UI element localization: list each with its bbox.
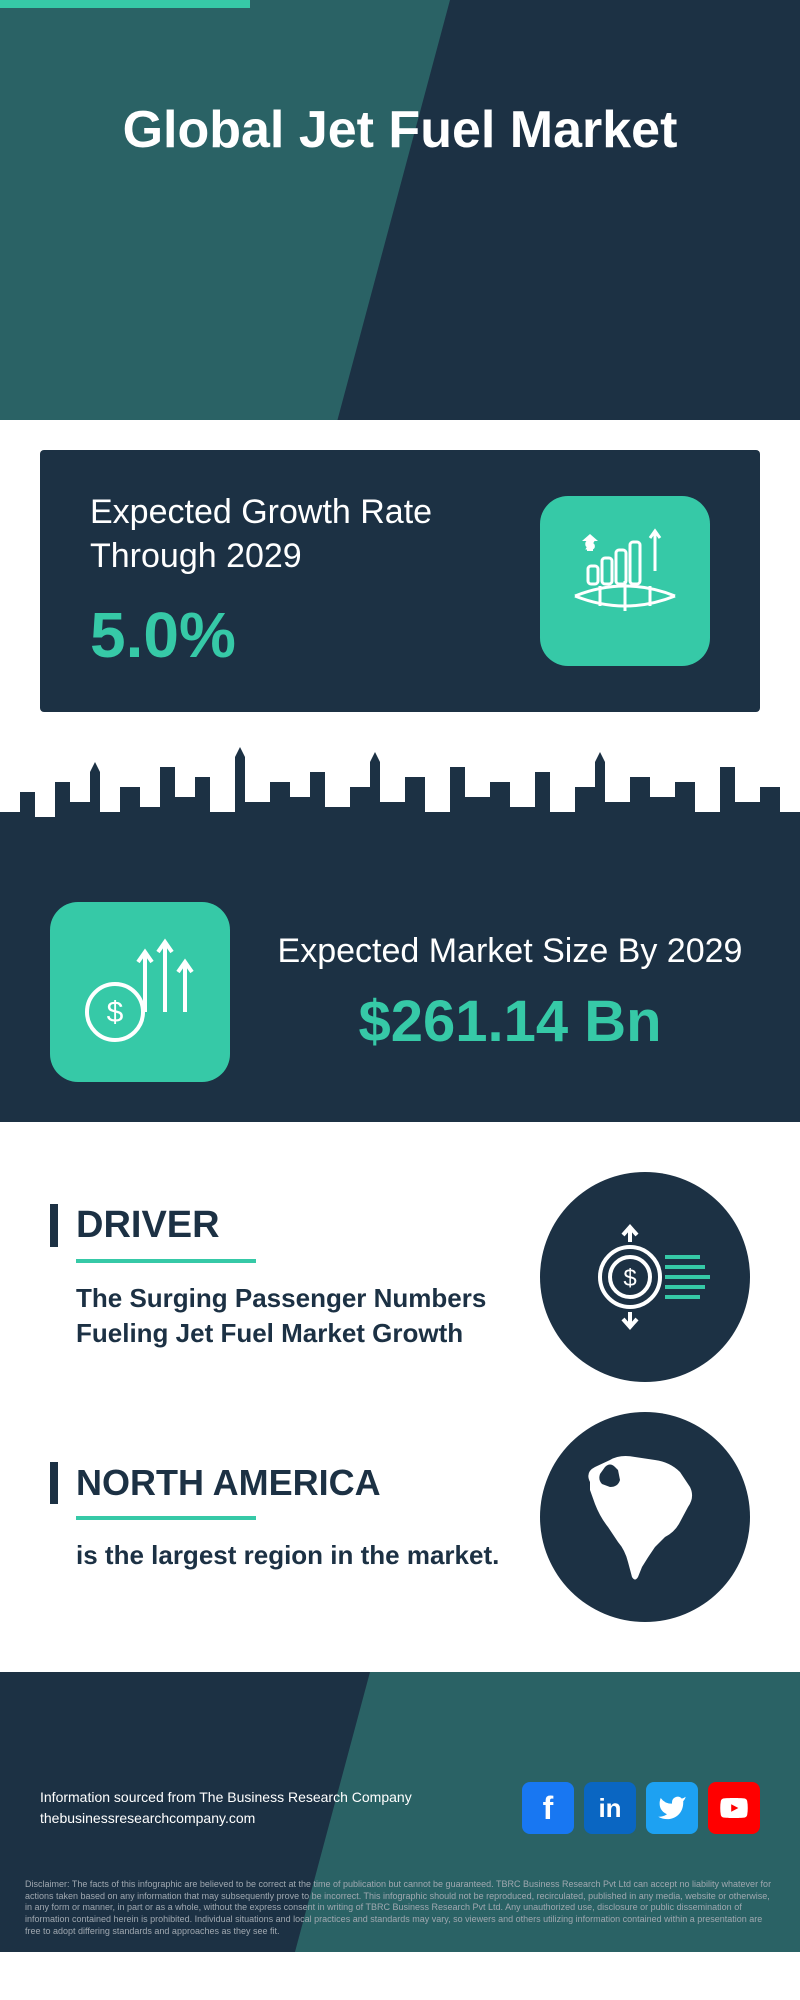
infographic-container: Global Jet Fuel Market Expected Growth R… [0,0,800,1952]
dollar-growth-icon: $ [50,902,230,1082]
region-title: NORTH AMERICA [50,1462,500,1504]
region-divider [76,1516,256,1520]
growth-label: Expected Growth Rate Through 2029 [90,490,540,578]
facebook-icon[interactable]: f [522,1782,574,1834]
footer-attribution: Information sourced from The Business Re… [40,1787,412,1829]
driver-text-block: DRIVER The Surging Passenger Numbers Fue… [50,1204,500,1351]
growth-text-block: Expected Growth Rate Through 2029 5.0% [90,490,540,672]
social-icons: f in [522,1782,760,1834]
header: Global Jet Fuel Market [0,0,800,420]
disclaimer-text: Disclaimer: The facts of this infographi… [25,1879,775,1937]
footer: Information sourced from The Business Re… [0,1672,800,1952]
footer-content: Information sourced from The Business Re… [40,1782,760,1834]
footer-line1: Information sourced from The Business Re… [40,1787,412,1808]
driver-section: DRIVER The Surging Passenger Numbers Fue… [50,1172,750,1382]
driver-title: DRIVER [50,1204,500,1247]
region-section: NORTH AMERICA is the largest region in t… [50,1412,750,1622]
growth-rate-card: Expected Growth Rate Through 2029 5.0% [40,450,760,712]
linkedin-icon[interactable]: in [584,1782,636,1834]
region-text-block: NORTH AMERICA is the largest region in t… [50,1462,500,1573]
market-size-card: $ Expected Market Size By 2029 $261.14 B… [0,862,800,1122]
youtube-icon[interactable] [708,1782,760,1834]
svg-text:$: $ [107,996,124,1029]
market-label: Expected Market Size By 2029 [270,929,750,973]
growth-chart-icon: % [540,496,710,666]
svg-text:%: % [586,541,593,550]
north-america-map-icon [540,1412,750,1622]
header-accent-line [0,0,250,8]
market-value: $261.14 Bn [270,988,750,1055]
growth-value: 5.0% [90,598,540,672]
money-flow-icon: $ [540,1172,750,1382]
market-text-block: Expected Market Size By 2029 $261.14 Bn [270,929,750,1055]
driver-description: The Surging Passenger Numbers Fueling Je… [50,1281,500,1351]
driver-divider [76,1259,256,1263]
svg-text:$: $ [623,1265,636,1292]
twitter-icon[interactable] [646,1782,698,1834]
region-description: is the largest region in the market. [50,1538,500,1573]
skyline-divider [0,742,800,862]
page-title: Global Jet Fuel Market [0,100,800,160]
footer-line2: thebusinessresearchcompany.com [40,1808,412,1829]
